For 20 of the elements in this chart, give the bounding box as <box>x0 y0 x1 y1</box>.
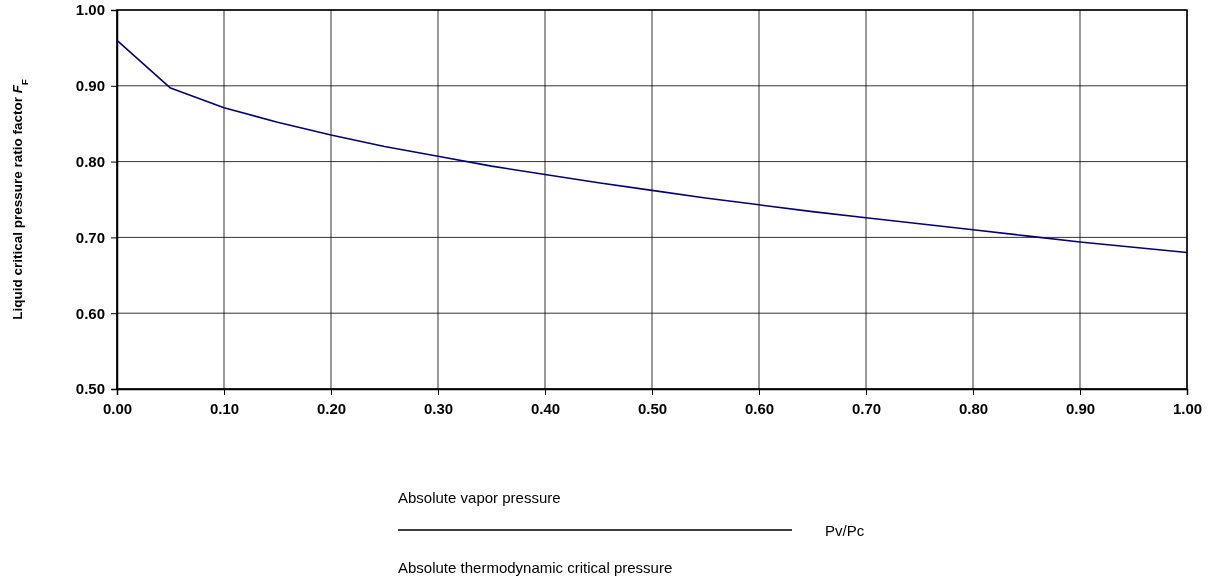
x-tick-label: 0.00 <box>102 399 133 417</box>
x-tick-label: 0.60 <box>744 399 775 417</box>
x-tick-label: 0.70 <box>851 399 882 417</box>
y-tick-label: 0.50 <box>75 380 105 398</box>
y-tick-label: 1.00 <box>75 1 105 19</box>
x-tick-label: 0.90 <box>1065 399 1096 417</box>
x-tick-label: 0.30 <box>423 399 454 417</box>
text: Absolute thermodynamic critical pressure <box>398 559 673 576</box>
x-tick-label: 1.00 <box>1172 399 1203 417</box>
y-tick-label: 0.80 <box>75 152 105 170</box>
text: Absolute vapor pressure <box>398 489 561 506</box>
x-tick-label: 0.10 <box>209 399 240 417</box>
x-tick-label: 0.50 <box>637 399 668 417</box>
y-tick-label: 0.70 <box>75 228 105 246</box>
x-tick-label: 0.40 <box>530 399 561 417</box>
y-tick-label: 0.90 <box>75 77 105 95</box>
y-tick-label: 0.60 <box>75 304 105 322</box>
x-tick-label: 0.20 <box>316 399 347 417</box>
x-tick-label: 0.80 <box>958 399 989 417</box>
text: Pv/Pc <box>825 522 865 539</box>
